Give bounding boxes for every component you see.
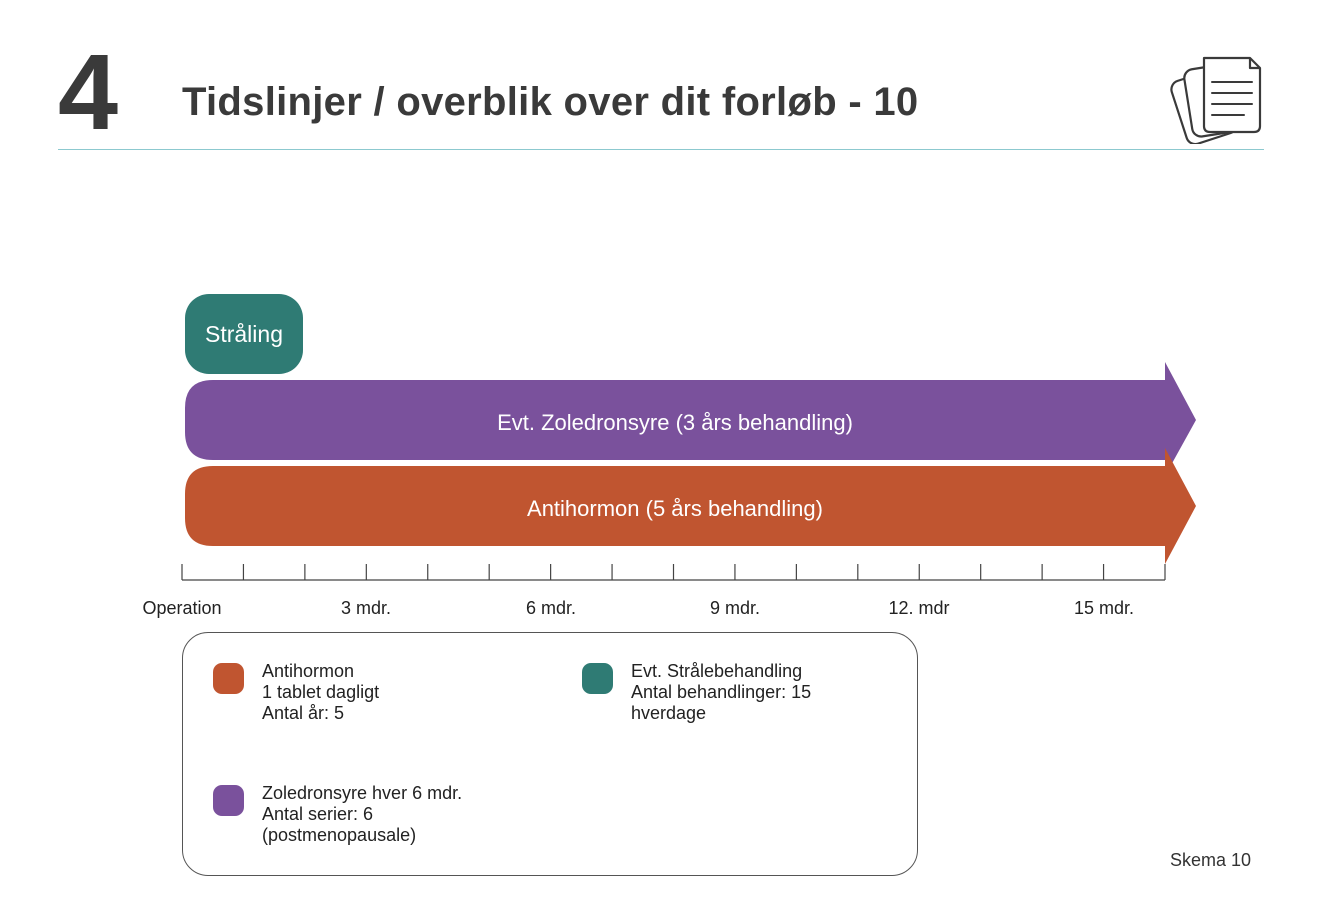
legend-item-straalebehandling: Evt. Strålebehandling Antal behandlinger… [582,661,811,724]
legend-swatch-straalebehandling [582,663,613,694]
axis-label-9-mdr: 9 mdr. [709,598,761,618]
axis-label-3-mdr: 3 mdr. [340,598,392,618]
axis-label-12-mdr: 12. mdr [888,598,950,618]
legend-line: Antihormon [262,661,355,681]
legend-item-zoledronsyre: Zoledronsyre hver 6 mdr. Antal serier: 6… [213,783,462,846]
legend-line: hverdage [631,703,707,723]
legend-text-antihormon: Antihormon 1 tablet dagligt Antal år: 5 [262,661,379,724]
antihormon-arrow [185,448,1196,564]
zoledronsyre-arrow [185,362,1196,476]
legend-text-straalebehandling: Evt. Strålebehandling Antal behandlinger… [631,661,811,724]
documents-icon [1170,56,1262,144]
straaling-bar: Stråling [185,294,303,374]
header-rule [58,149,1264,150]
zoledronsyre-label: Evt. Zoledronsyre (3 års behandling) [497,410,853,435]
axis-label-operation: Operation [142,598,222,618]
legend-item-antihormon: Antihormon 1 tablet dagligt Antal år: 5 [213,661,379,724]
legend-line: Zoledronsyre hver 6 mdr. [262,783,463,803]
straaling-label: Stråling [205,320,283,347]
chapter-number: 4 [58,31,119,152]
page-title: Tidslinjer / overblik over dit forløb - … [182,80,919,124]
legend-line: 1 tablet dagligt [262,682,380,702]
antihormon-label: Antihormon (5 års behandling) [527,496,823,521]
zoledronsyre-bar: Evt. Zoledronsyre (3 års behandling) [185,362,1200,476]
axis-label-6-mdr: 6 mdr. [525,598,577,618]
axis-label-15-mdr: 15 mdr. [1073,598,1135,618]
timeline-axis [181,564,1166,581]
legend-swatch-antihormon [213,663,244,694]
legend-line: Evt. Strålebehandling [631,661,803,681]
legend-text-zoledronsyre: Zoledronsyre hver 6 mdr. Antal serier: 6… [262,783,462,846]
schema-label: Skema 10 [1170,850,1252,870]
legend-box: Antihormon 1 tablet dagligt Antal år: 5 … [182,632,918,876]
legend-line: Antal serier: 6 [262,804,374,824]
antihormon-bar: Antihormon (5 års behandling) [185,448,1200,564]
legend-line: (postmenopausale) [262,825,417,845]
legend-swatch-zoledronsyre [213,785,244,816]
legend-line: Antal behandlinger: 15 [631,682,812,702]
legend-line: Antal år: 5 [262,703,345,723]
